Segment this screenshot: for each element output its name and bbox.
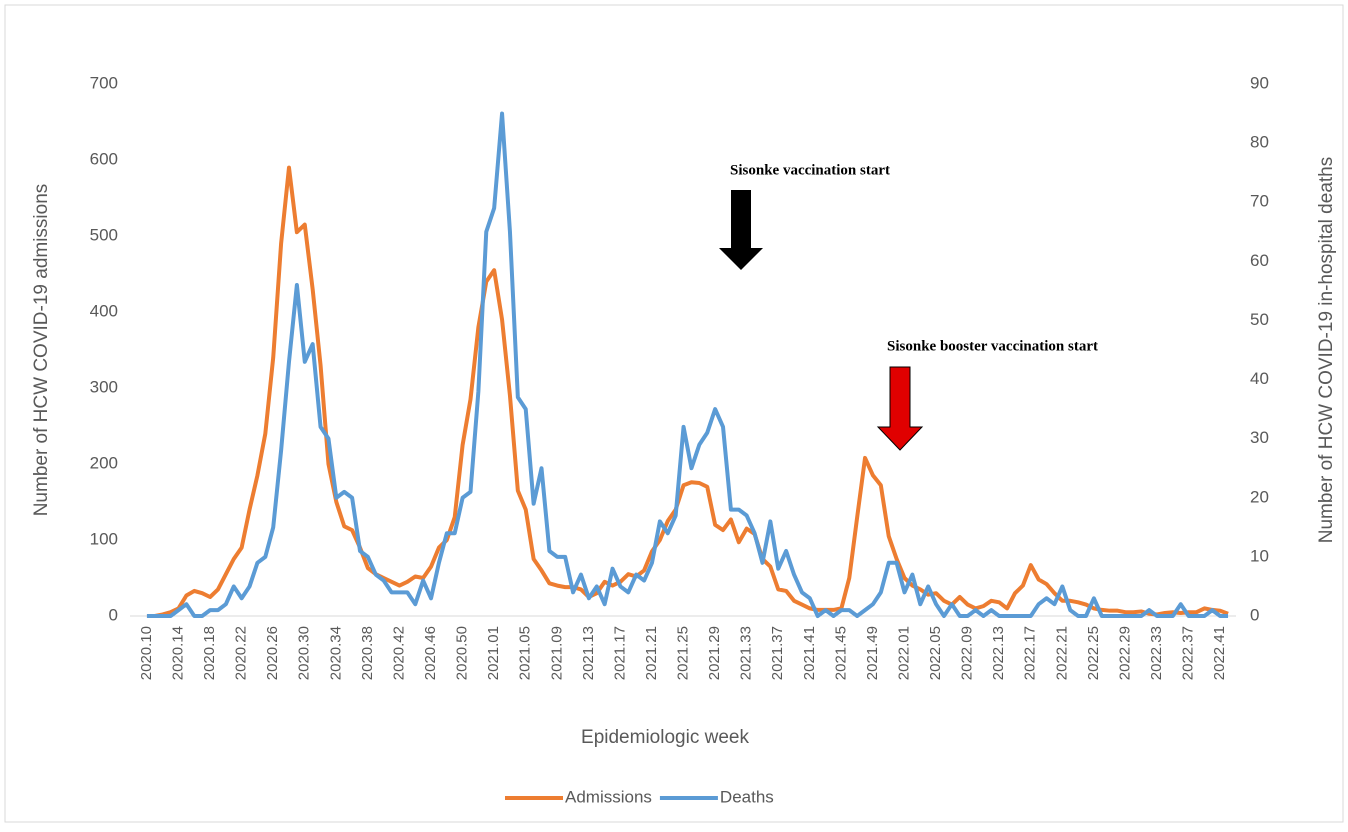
y2-tick-label: 90 (1250, 73, 1269, 92)
x-tick-label: 2021.13 (580, 626, 597, 680)
x-tick-label: 2020.18 (201, 626, 218, 680)
x-tick-label: 2020.50 (454, 626, 471, 680)
x-tick-label: 2020.30 (296, 626, 313, 680)
y2-tick-label: 40 (1250, 369, 1269, 388)
x-tick-label: 2020.38 (359, 626, 376, 680)
y-tick-label: 300 (90, 377, 118, 396)
y2-tick-label: 60 (1250, 251, 1269, 270)
x-tick-label: 2021.01 (485, 626, 502, 680)
y-tick-label: 400 (90, 301, 118, 320)
x-tick-label: 2022.37 (1180, 626, 1197, 680)
x-tick-label: 2021.17 (611, 626, 628, 680)
arrow (876, 366, 924, 451)
x-tick-label: 2021.29 (706, 626, 723, 680)
series-line (146, 111, 1229, 618)
x-tick-label: 2020.34 (327, 626, 344, 680)
x-tick-label: 2022.21 (1053, 626, 1070, 680)
x-tick-label: 2022.09 (959, 626, 976, 680)
x-axis-title: Epidemiologic week (581, 727, 749, 748)
y-axis-title: Number of HCW COVID-19 admissions (31, 184, 52, 517)
x-tick-label: 2021.49 (864, 626, 881, 680)
x-tick-label: 2020.26 (264, 626, 281, 680)
x-tick-label: 2020.22 (233, 626, 250, 680)
legend-label: Deaths (720, 787, 774, 806)
y2-tick-label: 10 (1250, 546, 1269, 565)
x-tick-label: 2022.13 (990, 626, 1007, 680)
x-tick-label: 2022.05 (927, 626, 944, 680)
x-tick-label: 2020.42 (390, 626, 407, 680)
legend-label: Admissions (565, 787, 652, 806)
x-tick-label: 2021.25 (675, 626, 692, 680)
x-tick-label: 2022.17 (1022, 626, 1039, 680)
y2-tick-label: 50 (1250, 310, 1269, 329)
y-tick-label: 500 (90, 225, 118, 244)
x-tick-label: 2021.05 (517, 626, 534, 680)
y2-tick-label: 20 (1250, 487, 1269, 506)
y2-tick-label: 0 (1250, 605, 1259, 624)
y-tick-label: 0 (109, 605, 118, 624)
x-tick-label: 2022.29 (1116, 626, 1133, 680)
y2-tick-label: 70 (1250, 192, 1269, 211)
y-tick-label: 700 (90, 73, 118, 92)
x-tick-label: 2020.46 (422, 626, 439, 680)
series-line (146, 165, 1229, 618)
x-tick-label: 2022.25 (1085, 626, 1102, 680)
y2-axis-title: Number of HCW COVID-19 in-hospital death… (1316, 157, 1337, 543)
x-tick-label: 2021.37 (769, 626, 786, 680)
x-tick-label: 2022.01 (895, 626, 912, 680)
y2-tick-label: 80 (1250, 133, 1269, 152)
chart-border (4, 4, 1344, 823)
x-tick-label: 2021.41 (801, 626, 818, 680)
annotation: Sisonke vaccination start (730, 162, 890, 178)
x-tick-label: 2020.10 (138, 626, 155, 680)
x-tick-label: 2021.09 (548, 626, 565, 680)
x-tick-label: 2021.33 (738, 626, 755, 680)
x-tick-label: 2021.45 (832, 626, 849, 680)
y-tick-label: 100 (90, 529, 118, 548)
y2-tick-label: 30 (1250, 428, 1269, 447)
y-tick-label: 200 (90, 453, 118, 472)
x-tick-label: 2021.21 (643, 626, 660, 680)
x-tick-label: 2022.33 (1148, 626, 1165, 680)
y-tick-label: 600 (90, 149, 118, 168)
annotation: Sisonke booster vaccination start (887, 338, 1098, 354)
x-tick-label: 2020.14 (169, 626, 186, 680)
x-tick-label: 2022.41 (1211, 626, 1228, 680)
arrow (719, 190, 763, 270)
